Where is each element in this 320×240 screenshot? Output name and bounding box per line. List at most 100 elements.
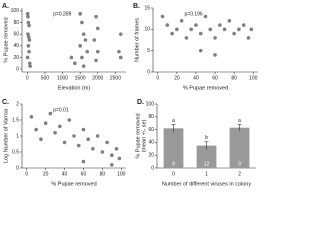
x-tick-label: 40 [193, 75, 199, 81]
point [73, 61, 77, 66]
point [34, 127, 38, 132]
y-axis-label: Number of frames [134, 18, 140, 62]
point [110, 163, 114, 167]
point [80, 55, 84, 60]
panel-letter: C. [2, 99, 9, 106]
y-tick-label: 5 [147, 48, 150, 54]
point [160, 14, 165, 19]
sample-size: 9 [238, 161, 241, 167]
point [249, 27, 254, 32]
x-axis-label: Number of different viruses in colony [162, 181, 251, 187]
x-tick-label: 1000 [57, 75, 68, 81]
point [81, 64, 86, 68]
point [78, 12, 82, 16]
y-tick-label: 0 [151, 165, 154, 171]
y-tick-label: 0.5 [12, 149, 19, 155]
point [175, 27, 179, 32]
point [218, 23, 222, 27]
significance-letter: b [205, 135, 208, 141]
point [72, 134, 76, 138]
y-tick-label: 1.5 [12, 117, 19, 123]
x-axis-label: % Pupae removed [183, 85, 228, 91]
point [86, 137, 90, 141]
x-tick-label: 1500 [75, 75, 86, 81]
point [114, 147, 119, 151]
x-tick-label: 40 [62, 171, 68, 177]
point [105, 140, 109, 145]
y-axis-label: % Pupae removed [3, 17, 9, 62]
point [100, 150, 105, 154]
x-tick-label: 0 [26, 75, 29, 81]
point [78, 44, 82, 48]
significance-letter: a [172, 118, 175, 124]
y-tick-label: 100 [11, 8, 20, 14]
bar [163, 128, 184, 168]
point [213, 53, 217, 57]
y-tick-label: 60 [148, 127, 154, 133]
annotation: p=0.289 [53, 11, 71, 17]
point [189, 27, 193, 32]
point [29, 115, 34, 119]
x-tick-label: 2500 [110, 75, 121, 81]
point [27, 49, 31, 54]
x-axis-label: Elevation (m) [58, 85, 91, 91]
y-tick-label: 15 [144, 5, 150, 11]
point [203, 14, 208, 19]
y-axis-label: (mean +/- se) [141, 119, 147, 152]
point [118, 55, 123, 60]
point [227, 19, 232, 23]
point [27, 38, 32, 42]
point [26, 14, 30, 19]
point [170, 31, 174, 36]
x-tick-label: 500 [41, 75, 50, 81]
y-tick-label: 0 [16, 165, 19, 171]
y-axis-label: Log Number of Varroa [3, 108, 9, 163]
x-tick-label: 1 [205, 171, 208, 177]
point [67, 118, 72, 122]
x-tick-label: 60 [81, 171, 87, 177]
panel-letter: B. [133, 3, 140, 10]
point [198, 48, 203, 53]
x-tick-label: 60 [212, 75, 218, 81]
significance-letter: a [238, 118, 241, 124]
point [26, 20, 31, 25]
point [26, 35, 31, 39]
point [117, 49, 121, 54]
x-axis-label: % Pupae removed [51, 181, 96, 187]
point [39, 137, 43, 141]
point [48, 111, 53, 116]
point [95, 49, 100, 54]
y-tick-label: 0 [147, 69, 150, 75]
x-tick-label: 80 [100, 171, 106, 177]
point [213, 36, 217, 40]
point [80, 20, 84, 25]
y-tick-label: 40 [13, 43, 19, 49]
y-axis-label: % Pupae removed [135, 113, 141, 158]
x-tick-label: 2000 [92, 75, 103, 81]
y-tick-label: 40 [148, 140, 154, 146]
point [92, 38, 97, 42]
point [81, 159, 86, 164]
point [241, 23, 246, 27]
point [25, 55, 30, 60]
panel-letter: D. [137, 99, 144, 106]
point [85, 49, 90, 54]
y-tick-label: 20 [148, 153, 154, 159]
bar [196, 145, 217, 168]
point [43, 121, 48, 125]
point [232, 31, 236, 36]
point [58, 124, 62, 129]
annotation: p=0.196 [185, 11, 203, 17]
point [165, 23, 170, 27]
point [179, 19, 184, 23]
x-tick-label: 100 [249, 75, 258, 81]
point [95, 134, 100, 138]
point [198, 31, 203, 36]
point [237, 27, 241, 32]
x-tick-label: 0 [25, 171, 28, 177]
point [53, 131, 57, 135]
y-tick-label: 1 [16, 133, 19, 139]
point [76, 143, 81, 148]
point [117, 156, 122, 161]
